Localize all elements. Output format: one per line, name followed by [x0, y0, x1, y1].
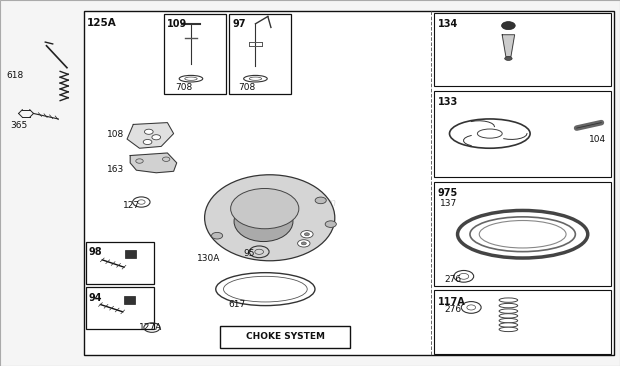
- Circle shape: [301, 242, 306, 245]
- Text: CHOKE SYSTEM: CHOKE SYSTEM: [246, 332, 325, 341]
- Text: 134: 134: [438, 19, 458, 29]
- Polygon shape: [502, 35, 515, 57]
- Bar: [86, 287, 154, 329]
- Bar: [164, 14, 226, 94]
- Text: 133: 133: [438, 97, 458, 107]
- Text: 708: 708: [239, 83, 256, 93]
- Text: 130A: 130A: [197, 254, 221, 264]
- Bar: [86, 242, 154, 284]
- Bar: [434, 182, 611, 286]
- Ellipse shape: [499, 318, 518, 323]
- Text: 98: 98: [89, 247, 102, 257]
- Text: 618: 618: [6, 71, 24, 81]
- Bar: [124, 296, 135, 304]
- Ellipse shape: [499, 309, 518, 313]
- Circle shape: [144, 129, 153, 134]
- Circle shape: [298, 240, 310, 247]
- Circle shape: [162, 157, 170, 161]
- Ellipse shape: [499, 303, 518, 308]
- Text: 97: 97: [232, 19, 246, 29]
- Text: 94: 94: [89, 293, 102, 303]
- Bar: [125, 250, 136, 258]
- Text: 125A: 125A: [87, 18, 117, 27]
- Circle shape: [143, 139, 152, 145]
- Ellipse shape: [234, 201, 293, 242]
- Text: 276: 276: [444, 305, 461, 314]
- Text: 276: 276: [444, 274, 461, 284]
- Text: 127: 127: [123, 201, 140, 210]
- Circle shape: [304, 233, 309, 236]
- Text: 708: 708: [175, 83, 193, 93]
- Ellipse shape: [499, 298, 518, 302]
- Text: 108: 108: [107, 130, 124, 139]
- Ellipse shape: [499, 314, 518, 318]
- Text: 117A: 117A: [438, 297, 466, 307]
- Bar: [84, 11, 614, 355]
- Bar: [220, 326, 350, 348]
- Circle shape: [315, 197, 326, 203]
- Circle shape: [152, 135, 161, 140]
- Text: 127A: 127A: [139, 323, 162, 332]
- Circle shape: [211, 232, 223, 239]
- Text: 95: 95: [243, 249, 255, 258]
- Text: 163: 163: [107, 165, 124, 174]
- Text: 617: 617: [228, 300, 246, 309]
- Circle shape: [136, 159, 143, 163]
- Circle shape: [301, 231, 313, 238]
- Polygon shape: [130, 153, 177, 173]
- Bar: [434, 290, 611, 354]
- Bar: [229, 14, 291, 94]
- Polygon shape: [127, 123, 174, 148]
- Circle shape: [231, 188, 299, 229]
- Text: 365: 365: [11, 121, 28, 130]
- Text: 109: 109: [167, 19, 188, 29]
- Bar: [434, 13, 611, 86]
- Text: eReplacementParts.com: eReplacementParts.com: [209, 198, 337, 208]
- Ellipse shape: [499, 327, 518, 332]
- Bar: [434, 91, 611, 177]
- Ellipse shape: [505, 57, 512, 60]
- Text: 104: 104: [589, 135, 606, 145]
- Circle shape: [502, 22, 515, 30]
- Text: 975: 975: [438, 188, 458, 198]
- Text: 137: 137: [440, 199, 458, 209]
- Ellipse shape: [205, 175, 335, 261]
- Circle shape: [325, 221, 336, 227]
- Ellipse shape: [499, 323, 518, 327]
